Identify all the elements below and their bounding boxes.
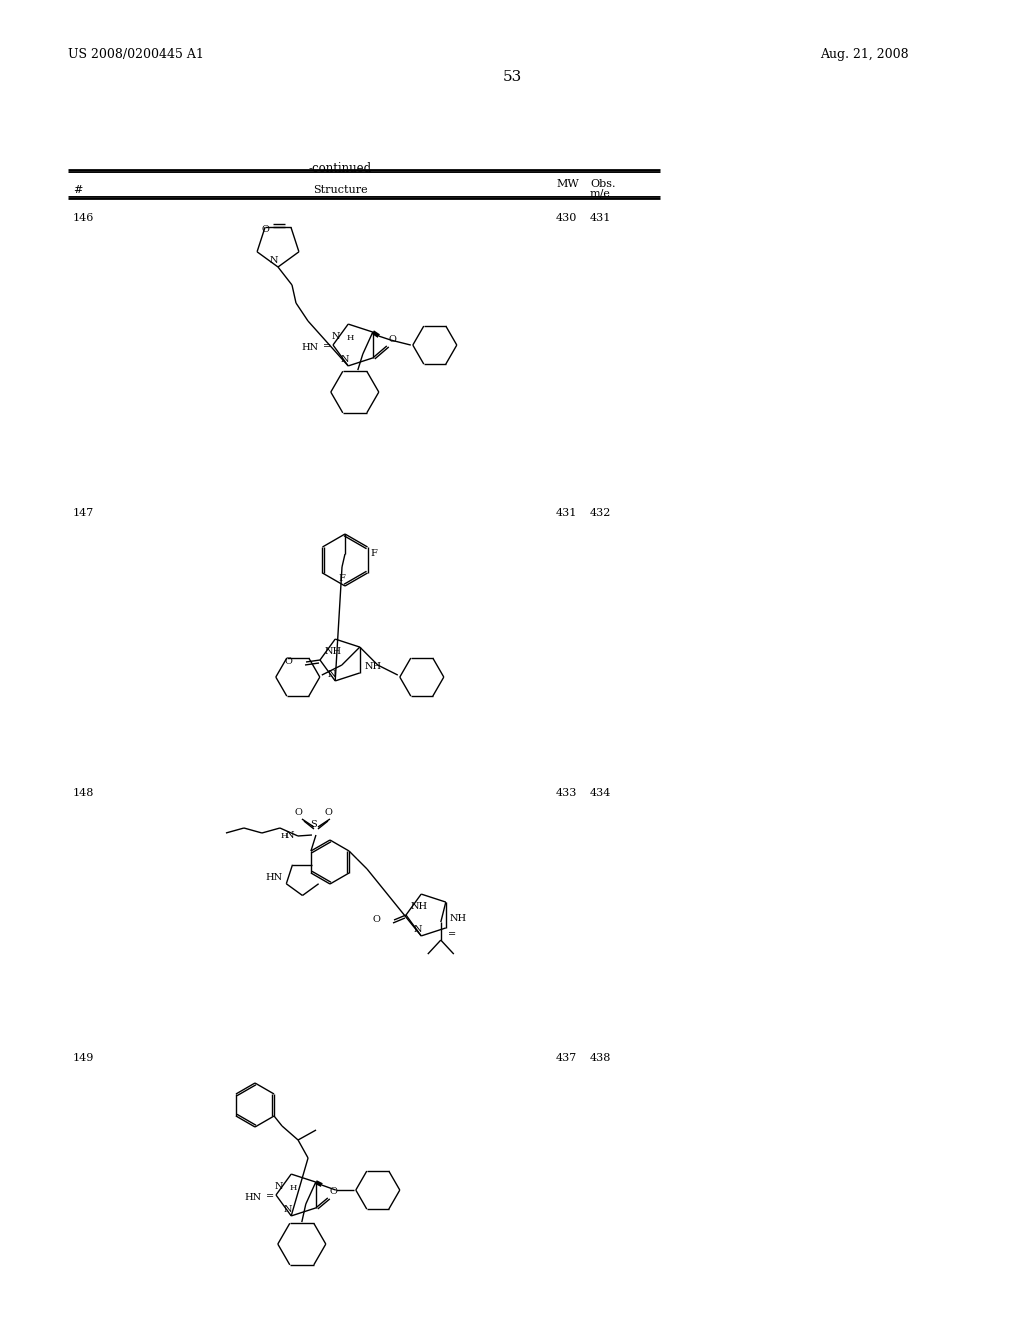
Text: US 2008/0200445 A1: US 2008/0200445 A1 bbox=[68, 48, 204, 61]
Text: HN: HN bbox=[301, 342, 318, 351]
Text: 431: 431 bbox=[590, 213, 611, 223]
Text: 432: 432 bbox=[590, 508, 611, 517]
Text: =: = bbox=[266, 1192, 274, 1201]
Text: O: O bbox=[330, 1187, 338, 1196]
Text: NH: NH bbox=[325, 647, 342, 656]
Text: =: = bbox=[447, 929, 456, 939]
Text: HN: HN bbox=[244, 1192, 261, 1201]
Text: N: N bbox=[341, 355, 349, 364]
Text: N: N bbox=[269, 256, 279, 265]
Text: 430: 430 bbox=[556, 213, 578, 223]
Text: 146: 146 bbox=[73, 213, 94, 223]
Text: -continued: -continued bbox=[308, 162, 372, 176]
Text: O: O bbox=[372, 916, 380, 924]
Text: m/e: m/e bbox=[590, 187, 611, 198]
Text: NH: NH bbox=[411, 902, 428, 911]
Text: O: O bbox=[261, 224, 269, 234]
Text: NH: NH bbox=[450, 913, 467, 923]
Text: O: O bbox=[324, 808, 332, 817]
Text: 53: 53 bbox=[503, 70, 521, 84]
Text: O: O bbox=[294, 808, 302, 817]
Text: NH: NH bbox=[365, 661, 382, 671]
Text: 147: 147 bbox=[73, 508, 94, 517]
Text: HN: HN bbox=[265, 873, 283, 882]
Text: 433: 433 bbox=[556, 788, 578, 799]
Text: Aug. 21, 2008: Aug. 21, 2008 bbox=[820, 48, 908, 61]
Text: 149: 149 bbox=[73, 1053, 94, 1063]
Text: N: N bbox=[274, 1183, 284, 1191]
Text: H: H bbox=[346, 334, 353, 342]
Text: F: F bbox=[371, 549, 378, 558]
Text: 431: 431 bbox=[556, 508, 578, 517]
Text: O: O bbox=[284, 657, 292, 667]
Text: O: O bbox=[389, 335, 396, 345]
Text: 437: 437 bbox=[556, 1053, 578, 1063]
Text: F: F bbox=[339, 574, 345, 583]
Text: N: N bbox=[328, 671, 337, 678]
Text: N: N bbox=[414, 925, 423, 935]
Text: N: N bbox=[284, 1205, 293, 1214]
Text: Obs.: Obs. bbox=[590, 180, 615, 189]
Text: Structure: Structure bbox=[312, 185, 368, 195]
Text: #: # bbox=[73, 185, 82, 195]
Text: 434: 434 bbox=[590, 788, 611, 799]
Text: N: N bbox=[332, 333, 340, 341]
Text: H: H bbox=[281, 832, 288, 840]
Text: =: = bbox=[323, 342, 331, 351]
Text: N: N bbox=[286, 832, 294, 841]
Text: 148: 148 bbox=[73, 788, 94, 799]
Text: S: S bbox=[310, 820, 317, 829]
Text: H: H bbox=[289, 1184, 297, 1192]
Text: 438: 438 bbox=[590, 1053, 611, 1063]
Text: MW: MW bbox=[556, 180, 579, 189]
